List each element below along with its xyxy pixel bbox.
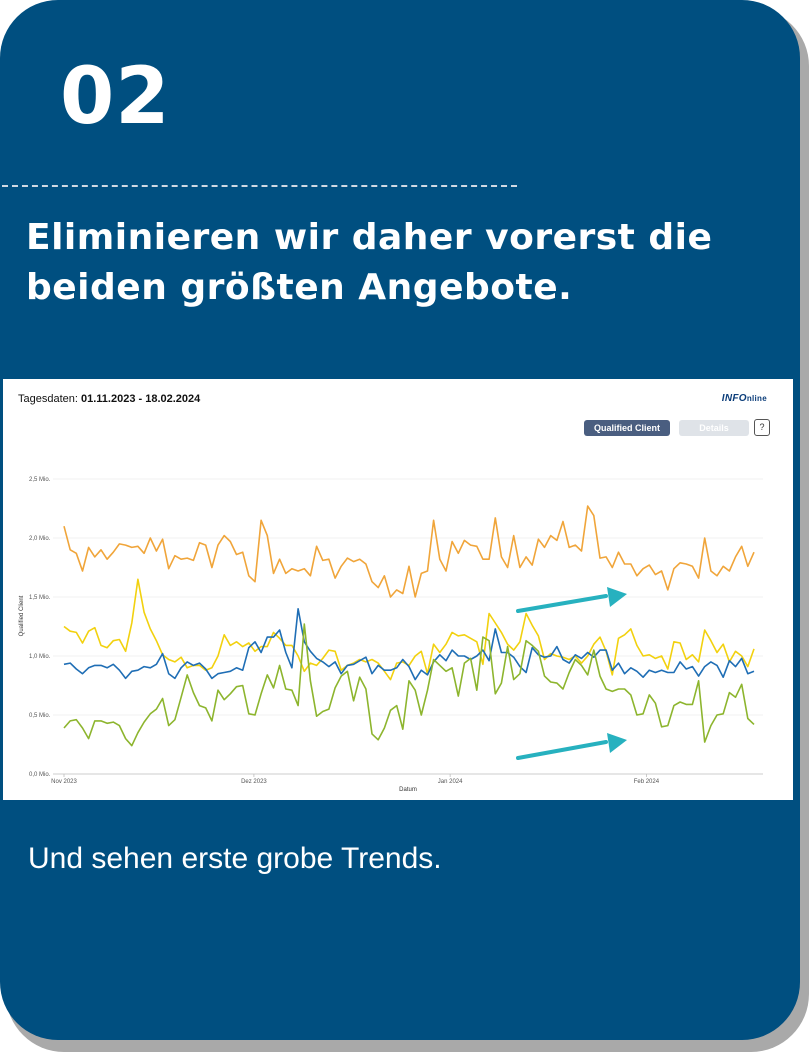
step-number: 02 xyxy=(60,52,171,142)
trend-arrow-shaft xyxy=(516,740,608,760)
dashed-divider xyxy=(2,185,517,187)
y-tick-label: 2,0 Mio. xyxy=(29,536,51,542)
brand-logo-part-1: INFO xyxy=(721,393,747,404)
series-line-3 xyxy=(63,608,755,681)
trend-arrow-head xyxy=(607,587,627,607)
y-axis-label: Qualified Client xyxy=(19,595,25,636)
y-tick-label: 0,5 Mio. xyxy=(29,713,51,719)
date-range-label: Tagesdaten: xyxy=(18,393,78,405)
line-chart: 0,0 Mio. 0,5 Mio. 1,0 Mio. 1,5 Mio. 2,0 Mio.… xyxy=(19,477,763,793)
qualified-client-button[interactable]: Qualified Client xyxy=(584,420,670,436)
chart-panel: Tagesdaten: 01.11.2023 - 18.02.2024 INFO… xyxy=(3,379,793,800)
x-tick-label: Nov 2023 xyxy=(51,779,77,785)
y-tick-label: 1,5 Mio. xyxy=(29,595,51,601)
closing-text: Und sehen erste grobe Trends. xyxy=(28,842,442,875)
details-button[interactable]: Details xyxy=(679,420,749,436)
x-tick-label: Dez 2023 xyxy=(241,779,267,785)
series-line-2 xyxy=(63,578,755,681)
help-button[interactable]: ? xyxy=(754,419,770,436)
headline-line-2: beiden größten Angebote. xyxy=(26,267,573,308)
y-tick-label: 2,5 Mio. xyxy=(29,477,51,483)
trend-arrow-shaft xyxy=(516,594,608,613)
slide-card: 02 Eliminieren wir daher vorerst die bei… xyxy=(0,0,800,1040)
series-line-1 xyxy=(63,505,755,598)
date-range: Tagesdaten: 01.11.2023 - 18.02.2024 xyxy=(18,393,200,405)
y-tick-label: 1,0 Mio. xyxy=(29,654,51,660)
headline-line-1: Eliminieren wir daher vorerst die xyxy=(26,217,713,258)
brand-logo: INFOnline xyxy=(722,393,767,404)
y-tick-label: 0,0 Mio. xyxy=(29,772,51,778)
trend-arrow-head xyxy=(607,733,627,753)
x-tick-label: Feb 2024 xyxy=(634,779,660,785)
series-line-4 xyxy=(63,623,755,747)
headline: Eliminieren wir daher vorerst die beiden… xyxy=(26,213,796,313)
date-range-value: 01.11.2023 - 18.02.2024 xyxy=(81,393,201,405)
brand-logo-part-2: nline xyxy=(746,394,767,403)
x-tick-label: Jan 2024 xyxy=(438,779,463,785)
x-axis-label: Datum xyxy=(399,787,417,793)
